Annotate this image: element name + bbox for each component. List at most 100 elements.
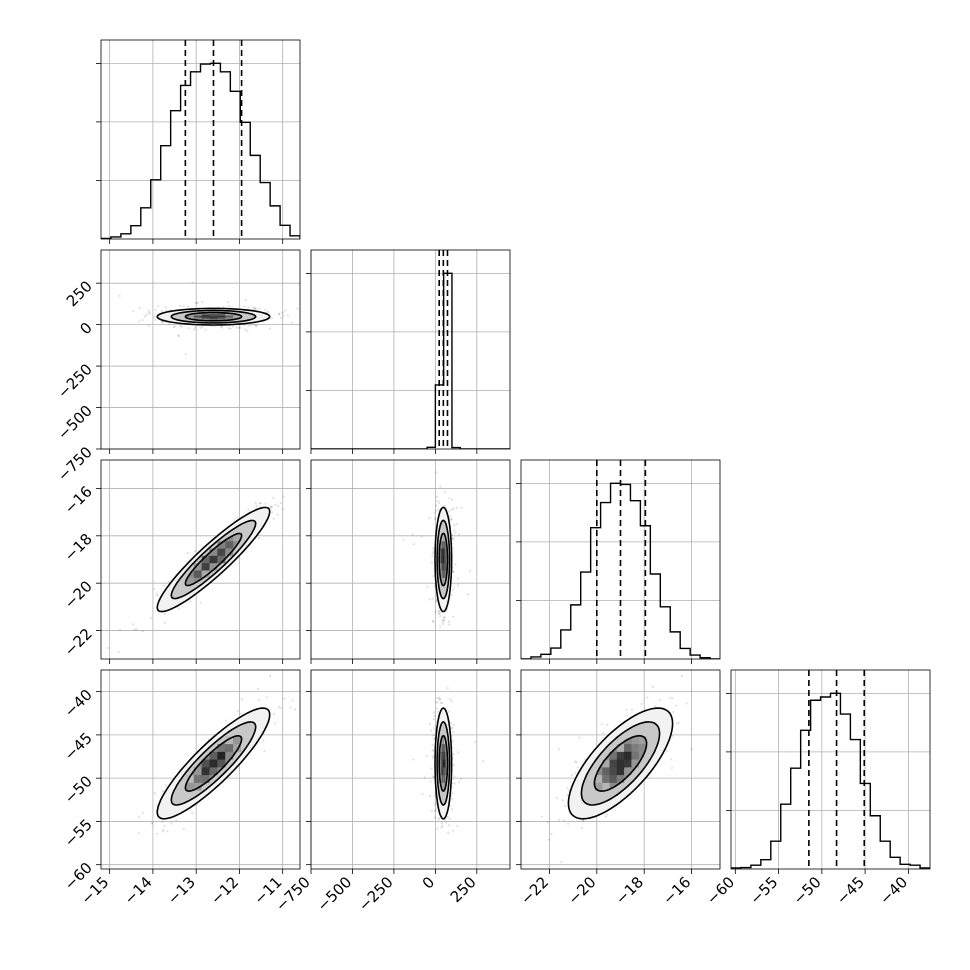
density-cell [233, 317, 242, 319]
scatter-point [175, 818, 178, 822]
density-cell [201, 318, 210, 320]
density-cell [225, 317, 234, 319]
scatter-point [430, 767, 433, 770]
scatter-point [155, 592, 158, 595]
scatter-point [269, 327, 272, 330]
scatter-point [439, 701, 442, 705]
scatter-point [436, 707, 439, 710]
scatter-point [640, 702, 643, 705]
scatter-point [566, 787, 569, 790]
density-cell [631, 751, 639, 760]
scatter-point [429, 780, 432, 783]
scatter-point [432, 717, 436, 721]
contour-line [170, 519, 257, 600]
scatter-point [162, 830, 165, 833]
scatter-point [156, 594, 159, 597]
scatter-point [452, 588, 455, 591]
scatter-point [147, 324, 150, 327]
scatter-point [179, 324, 182, 327]
scatter-point [435, 495, 439, 498]
scatter-point [452, 723, 455, 727]
scatter-point [162, 828, 165, 831]
scatter-point [433, 584, 436, 588]
scatter-point [147, 309, 151, 312]
scatter-point [173, 325, 176, 328]
y-tick-label: −750 [54, 443, 96, 485]
scatter-point [253, 323, 257, 327]
contour-line [580, 721, 661, 806]
scatter-point [606, 723, 609, 726]
scatter-point [448, 515, 451, 518]
density-cell [440, 751, 442, 760]
density-cell [443, 759, 446, 768]
scatter-point [457, 751, 460, 754]
scatter-point [428, 516, 431, 519]
scatter-point [432, 549, 435, 553]
scatter-point [182, 827, 185, 830]
contour-line [438, 734, 449, 792]
scatter-point [163, 584, 166, 587]
scatter-point [274, 503, 277, 506]
scatter-point [451, 570, 454, 573]
density-cell [217, 751, 226, 760]
density-cell [442, 570, 444, 578]
scatter-point [452, 537, 455, 540]
density-cell [185, 314, 194, 317]
scatter-point [199, 601, 202, 604]
histogram-panel-2 [516, 459, 721, 664]
scatter-point [247, 306, 250, 309]
scatter-point [278, 313, 281, 316]
scatter-point [546, 821, 549, 824]
scatter-point [282, 314, 285, 317]
scatter-point [157, 304, 160, 308]
density-cell [441, 759, 443, 768]
density-content [402, 471, 472, 628]
scatter-point [563, 804, 567, 808]
histogram-panel-1 [306, 249, 511, 454]
scatter-point [254, 502, 257, 505]
scatter-point [137, 831, 141, 835]
density-cell [217, 541, 226, 549]
density-content [118, 281, 299, 356]
scatter-point [451, 739, 454, 742]
density-cell [233, 736, 242, 745]
density-cell [209, 314, 218, 317]
density-cell [225, 314, 234, 317]
scatter-point [439, 698, 442, 701]
density-cell [440, 548, 442, 556]
scatter-point [149, 616, 152, 620]
density-cell [616, 775, 625, 783]
scatter-point [144, 315, 147, 318]
y-tick-label: −250 [54, 360, 96, 402]
contour-line [434, 506, 453, 613]
scatter-point [448, 623, 451, 626]
scatter-point [441, 825, 444, 828]
scatter-point [270, 317, 273, 320]
scatter-point [438, 817, 441, 820]
scatter-point [646, 696, 649, 699]
contour-line [434, 707, 453, 820]
scatter-point [580, 826, 584, 829]
scatter-point [431, 547, 435, 550]
scatter-point [451, 829, 455, 832]
scatter-point [455, 522, 458, 526]
scatter-point [457, 533, 461, 536]
scatter-point [231, 325, 234, 328]
density-cell [631, 744, 639, 752]
scatter-point [433, 737, 436, 740]
scatter-point [118, 294, 121, 298]
contour-line [156, 307, 271, 326]
y-tick-label: −18 [61, 530, 96, 565]
scatter-point [444, 818, 447, 821]
density-cell [442, 563, 444, 571]
scatter-point [420, 535, 423, 538]
scatter-point [452, 507, 455, 511]
scatter-point [447, 510, 450, 513]
scatter-point [273, 722, 276, 725]
scatter-point [138, 306, 141, 310]
scatter-point [441, 702, 444, 705]
scatter-point [279, 706, 282, 709]
x-tick-label: −60 [703, 873, 738, 908]
scatter-point [425, 755, 428, 758]
x-tick-label: −18 [612, 873, 647, 908]
